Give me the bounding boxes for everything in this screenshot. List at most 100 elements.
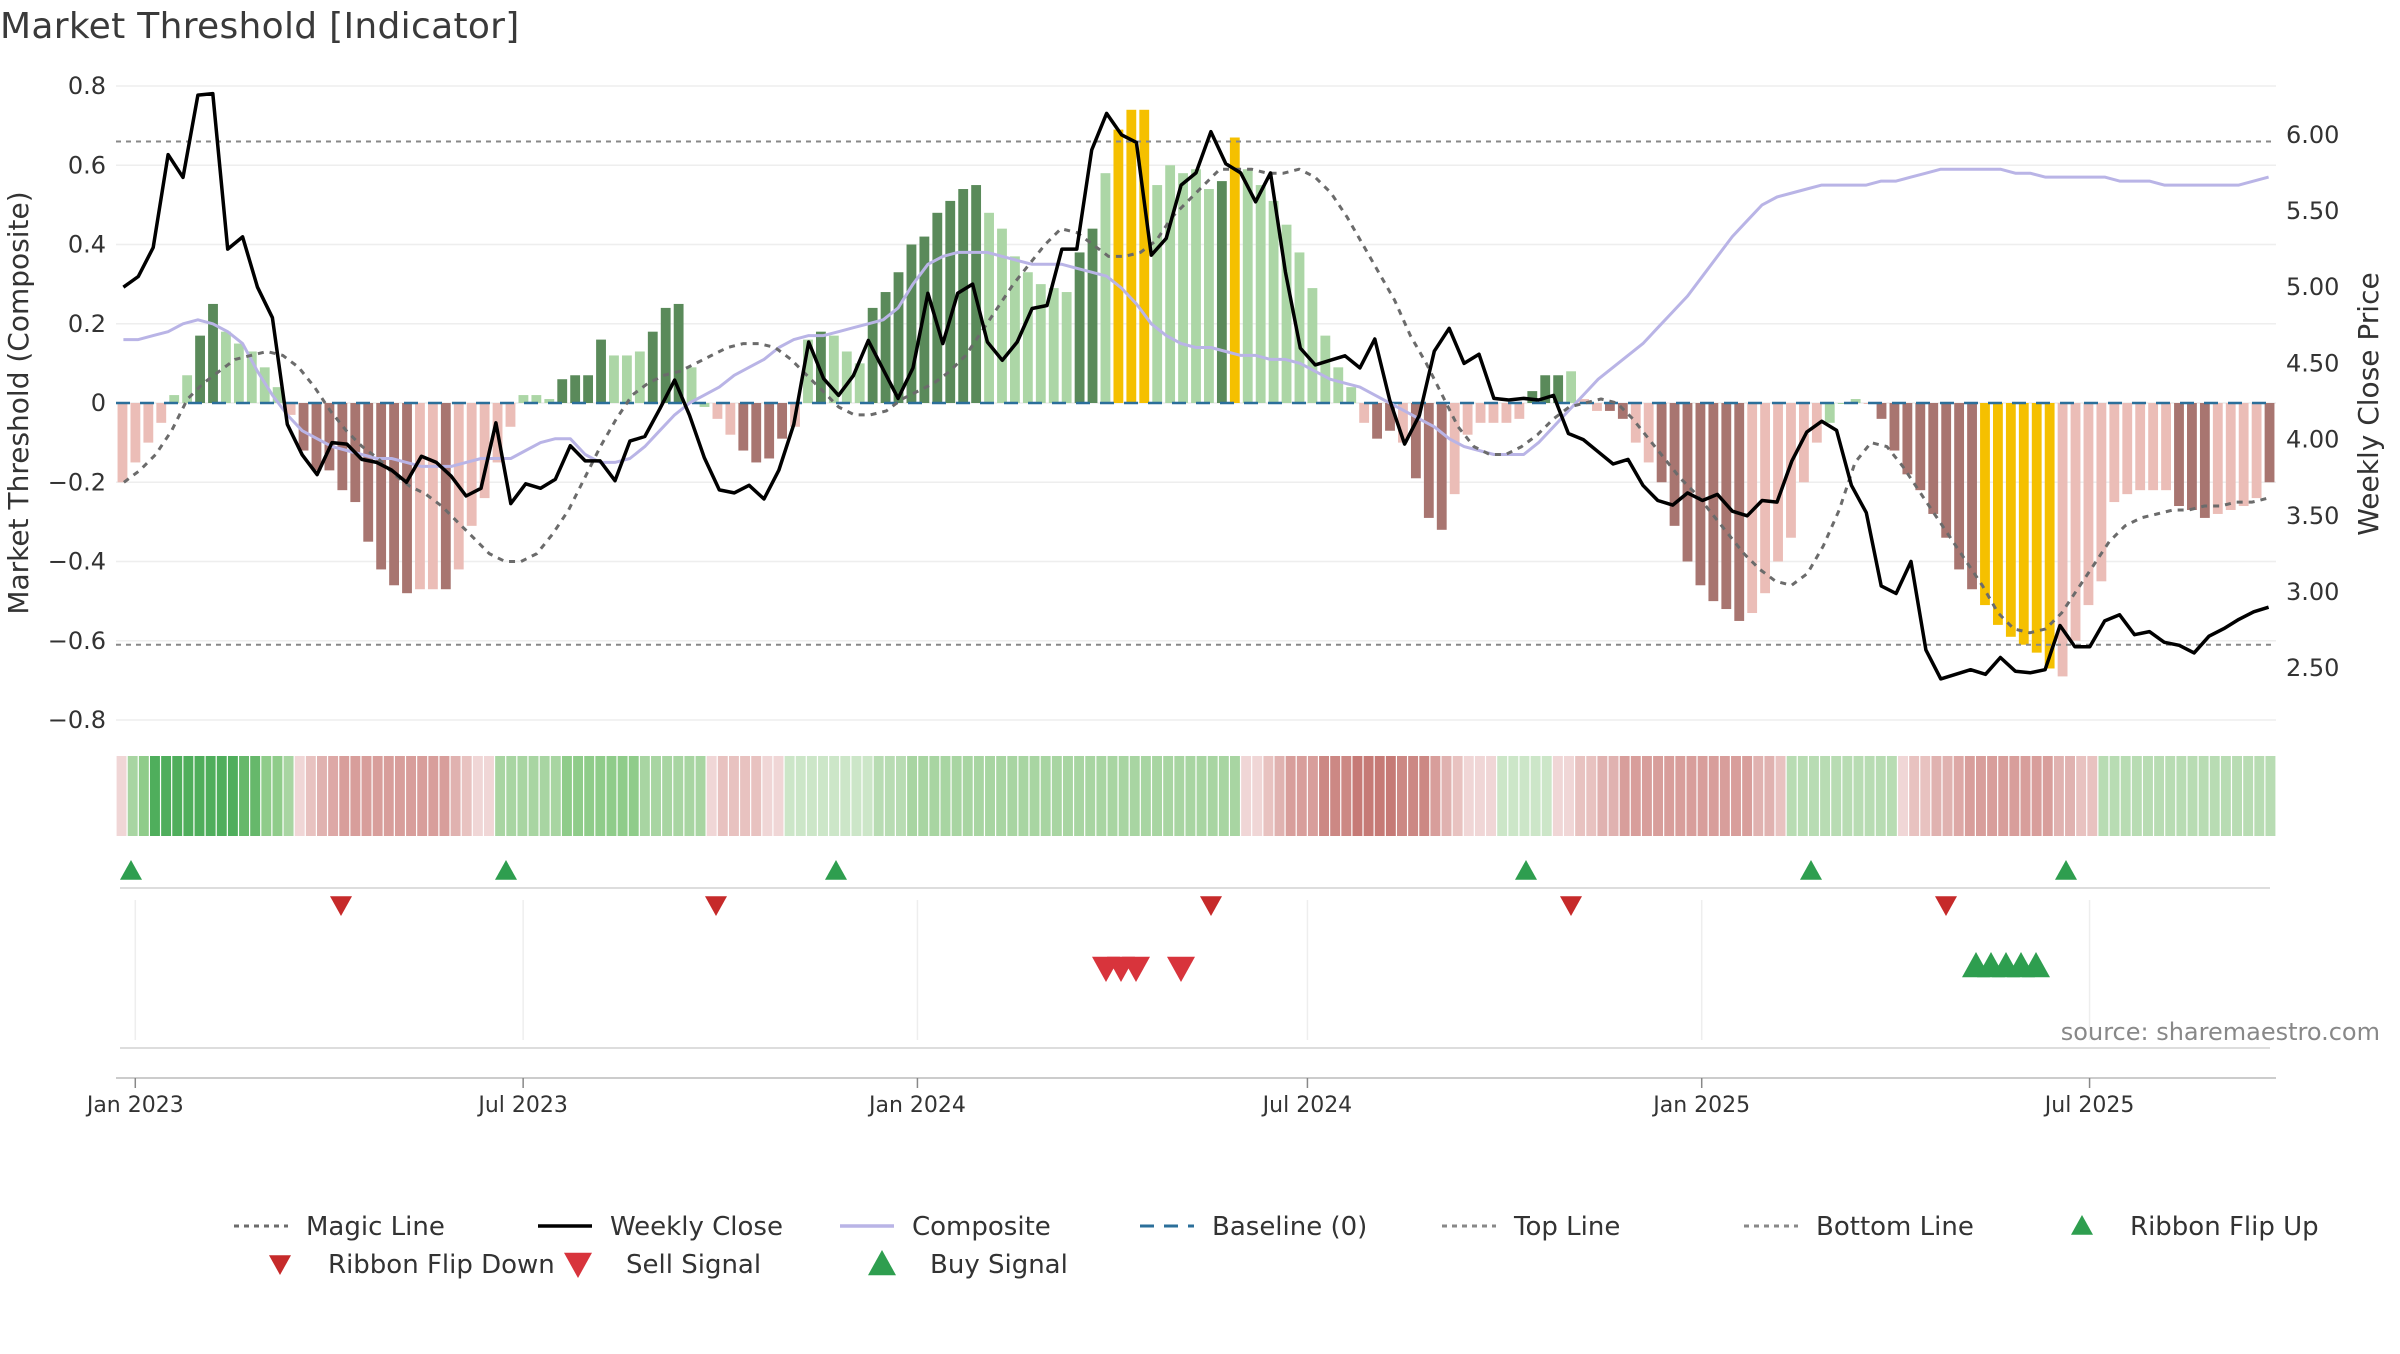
composite-bar <box>2096 403 2107 582</box>
ribbon-cell <box>1096 756 1107 836</box>
composite-bar <box>376 403 387 570</box>
ribbon-cell <box>773 756 784 836</box>
composite-bar <box>2174 403 2184 507</box>
ribbon-cell <box>1118 756 1129 836</box>
ribbon-cell <box>528 756 539 836</box>
composite-bar <box>867 307 878 403</box>
composite-bar <box>1592 403 1602 411</box>
ribbon-cell <box>517 756 528 836</box>
ribbon-cell <box>1163 756 1174 836</box>
ribbon-cell <box>1708 756 1719 836</box>
composite-bar <box>2057 403 2068 677</box>
ribbon-cell <box>1419 756 1430 836</box>
ribbon-cell <box>940 756 951 836</box>
ribbon-cell <box>1853 756 1864 836</box>
ribbon-cell <box>1252 756 1263 836</box>
ribbon-cell <box>1719 756 1730 836</box>
composite-bar <box>2018 403 2029 645</box>
legend-swatch <box>564 1252 592 1278</box>
ribbon-flip-up-marker <box>495 860 517 880</box>
composite-bar <box>1048 288 1059 403</box>
ribbon-cell <box>1430 756 1441 836</box>
ribbon-cell <box>2098 756 2109 836</box>
ribbon-cell <box>439 756 450 836</box>
composite-bar <box>1540 375 1551 403</box>
ribbon-cell <box>1152 756 1162 836</box>
ribbon-cell <box>2187 756 2198 836</box>
ribbon-cell <box>728 756 739 836</box>
ribbon-cell <box>183 756 194 836</box>
composite-bar <box>1501 403 1512 423</box>
composite-bar <box>751 403 762 463</box>
composite-bar <box>932 212 943 403</box>
composite-bar <box>1372 403 1382 439</box>
ribbon-cell <box>450 756 461 836</box>
composite-bar <box>1191 169 1201 403</box>
ribbon-cell <box>361 756 372 836</box>
ribbon-cell <box>1975 756 1986 836</box>
composite-bar <box>1087 228 1098 403</box>
ribbon-flip-down-marker <box>330 896 352 916</box>
ribbon-cell <box>695 756 706 836</box>
ribbon-flip-up-marker <box>825 860 847 880</box>
ribbon-cell <box>1241 756 1252 836</box>
composite-bar <box>1902 403 1913 475</box>
ribbon-cell <box>1408 756 1419 836</box>
ribbon-cell <box>617 756 628 836</box>
legend-swatch <box>269 1255 291 1275</box>
composite-bar <box>738 403 749 451</box>
composite-bar <box>1385 403 1395 431</box>
composite-bar <box>1850 399 1861 403</box>
ribbon-cell <box>1129 756 1140 836</box>
ribbon-cell <box>472 756 483 836</box>
ribbon-cell <box>239 756 250 836</box>
ribbon-cell <box>1497 756 1508 836</box>
composite-bar <box>2109 403 2120 503</box>
ribbon-cell <box>2176 756 2187 836</box>
ribbon-cell <box>1998 756 2009 836</box>
composite-bar <box>1889 403 1900 451</box>
ribbon-cell <box>1619 756 1630 836</box>
legend-label: Bottom Line <box>1816 1212 1974 1242</box>
ribbon-cell <box>1630 756 1641 836</box>
legend-label: Top Line <box>1513 1212 1620 1242</box>
ribbon-cell <box>1953 756 1964 836</box>
ribbon-cell <box>1330 756 1341 836</box>
legend-label: Ribbon Flip Down <box>328 1250 555 1280</box>
ribbon-cell <box>1352 756 1363 836</box>
ribbon-cell <box>1842 756 1853 836</box>
ribbon-cell <box>417 756 428 836</box>
y-right-tick-label: 4.50 <box>2286 349 2339 377</box>
ribbon-cell <box>1664 756 1675 836</box>
y-left-tick-label: −0.2 <box>48 468 106 496</box>
composite-bar <box>466 403 477 526</box>
composite-bar <box>1993 403 2003 625</box>
ribbon-cell <box>873 756 884 836</box>
composite-bar <box>2005 403 2016 637</box>
ribbon-flip-down-marker <box>1560 896 1582 916</box>
composite-bar <box>402 403 412 594</box>
y-left-tick-label: 0.6 <box>68 151 106 179</box>
ribbon-cell <box>1530 756 1541 836</box>
ribbon-flip-up-marker <box>1515 860 1537 880</box>
composite-bar <box>1449 403 1460 495</box>
ribbon-cell <box>1185 756 1196 836</box>
ribbon-cell <box>595 756 606 836</box>
x-tick-label: Jan 2024 <box>867 1093 966 1118</box>
composite-bar <box>298 403 309 451</box>
composite-bar <box>505 403 516 427</box>
composite-bar <box>2083 403 2094 606</box>
ribbon-cell <box>272 756 283 836</box>
composite-bar <box>815 331 826 403</box>
y-right-tick-label: 2.50 <box>2286 654 2339 682</box>
composite-bar <box>1126 109 1137 404</box>
composite-bar <box>1786 403 1796 538</box>
ribbon-cell <box>606 756 617 836</box>
ribbon-cell <box>684 756 695 836</box>
ribbon-cell <box>2265 756 2276 836</box>
composite-bar <box>945 200 956 403</box>
ribbon-cell <box>1274 756 1285 836</box>
ribbon-cell <box>673 756 684 836</box>
weekly-close-line <box>122 91 2270 681</box>
y-left-tick-label: 0.2 <box>68 310 106 338</box>
